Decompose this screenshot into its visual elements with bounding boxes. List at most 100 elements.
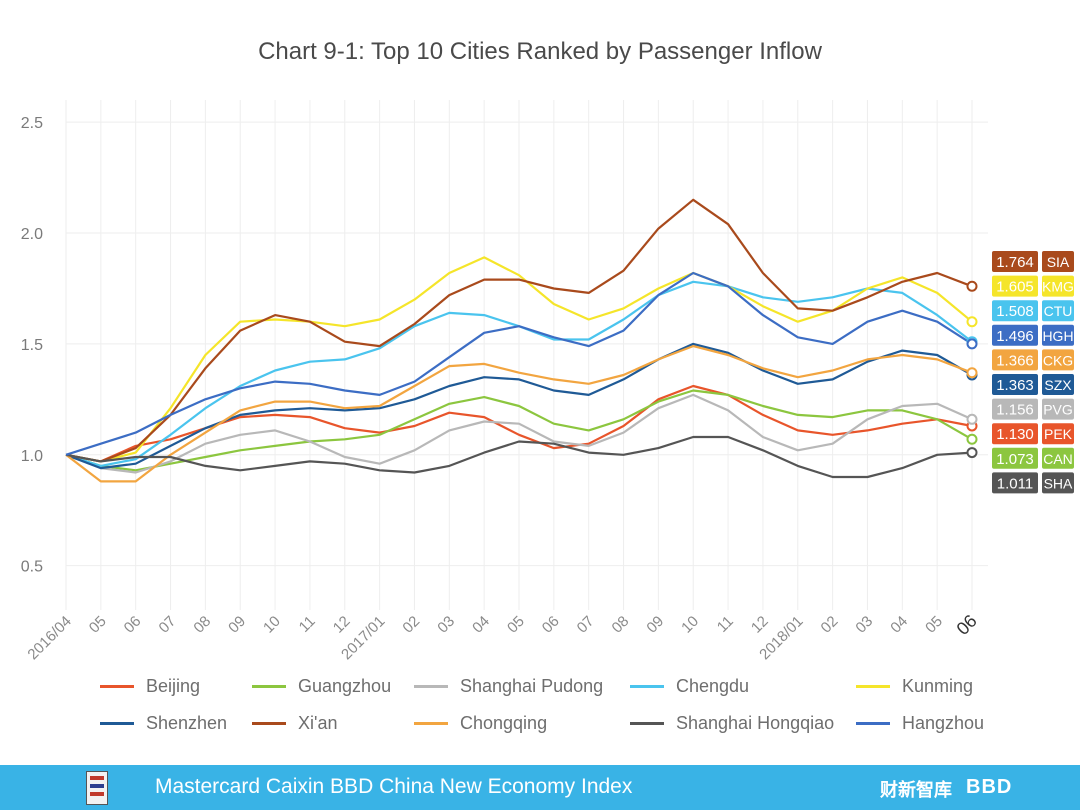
city-code-label: CTU xyxy=(1044,303,1073,319)
series-end-marker xyxy=(966,413,978,425)
legend-swatch xyxy=(414,722,448,725)
legend-label: Guangzhou xyxy=(298,676,392,696)
end-value-label: 1.508 xyxy=(996,303,1034,320)
legend-item: Guangzhou xyxy=(252,676,391,697)
y-tick-label: 2.0 xyxy=(21,226,43,243)
x-tick-label: 05 xyxy=(504,613,528,637)
city-code-badge xyxy=(1042,447,1074,469)
legend-item: Shenzhen xyxy=(100,713,227,734)
bbd-brand-logo: BBD xyxy=(966,776,1013,798)
x-tick-label: 07 xyxy=(156,613,180,637)
series-line xyxy=(65,256,973,463)
city-code-label: PEK xyxy=(1044,426,1073,442)
chart-title: Chart 9-1: Top 10 Cities Ranked by Passe… xyxy=(258,38,822,65)
legend-swatch xyxy=(252,722,286,725)
end-value-badge xyxy=(992,398,1038,420)
city-code-badge xyxy=(1042,300,1074,322)
series-end-marker xyxy=(966,316,978,328)
legend-label: Beijing xyxy=(146,676,201,696)
series-line xyxy=(65,271,973,456)
city-code-label: CKG xyxy=(1043,352,1073,368)
legend-item: Shanghai Hongqiao xyxy=(630,713,834,734)
city-code-label: CAN xyxy=(1043,451,1073,467)
legend-item: Chongqing xyxy=(414,713,547,734)
series-line xyxy=(65,389,973,472)
x-tick-label: 03 xyxy=(434,613,458,637)
legend-swatch xyxy=(856,722,890,725)
city-code-badge xyxy=(1042,472,1074,494)
city-code-badge xyxy=(1042,251,1074,272)
end-value-label: 1.130 xyxy=(996,426,1034,443)
city-code-badge xyxy=(1042,423,1074,445)
footer-bar: Mastercard Caixin BBD China New Economy … xyxy=(0,765,1080,810)
x-tick-label: 06 xyxy=(121,613,145,637)
series-line xyxy=(65,345,973,483)
legend-label: Shenzhen xyxy=(146,713,228,733)
legend-item: Beijing xyxy=(100,676,200,697)
y-tick-label: 1.5 xyxy=(21,337,43,354)
y-tick-label: 1.0 xyxy=(21,448,43,465)
end-value-badge xyxy=(992,423,1038,445)
legend-swatch xyxy=(100,685,134,688)
city-code-label: SHA xyxy=(1044,475,1073,491)
x-tick-label: 11 xyxy=(714,613,737,636)
y-tick-label: 2.5 xyxy=(21,115,43,132)
x-tick-label: 12 xyxy=(330,613,354,637)
x-tick-label: 02 xyxy=(818,613,842,637)
legend-item: Kunming xyxy=(856,676,973,697)
legend-swatch xyxy=(100,722,134,725)
x-tick-label: 12 xyxy=(748,613,772,637)
city-code-label: PVG xyxy=(1043,402,1073,418)
end-value-label: 1.366 xyxy=(996,352,1034,369)
legend-item: Xi'an xyxy=(252,713,337,734)
x-tick-label: 2016/04 xyxy=(24,613,74,663)
x-tick-label: 08 xyxy=(609,613,633,637)
end-value-label: 1.363 xyxy=(996,377,1034,394)
end-value-label: 1.496 xyxy=(996,328,1034,345)
city-code-badge xyxy=(1042,374,1074,395)
legend-swatch xyxy=(630,722,664,725)
city-code-label: SIA xyxy=(1047,254,1070,270)
city-code-badge xyxy=(1042,398,1074,420)
city-code-label: KMG xyxy=(1042,279,1074,295)
city-code-label: SZX xyxy=(1044,377,1072,393)
legend-label: Chengdu xyxy=(676,676,750,696)
legend-swatch xyxy=(856,685,890,688)
end-value-badge xyxy=(992,349,1038,371)
legend-label: Hangzhou xyxy=(902,713,985,733)
series-line xyxy=(65,393,973,474)
series-end-marker xyxy=(966,447,978,459)
legend-label: Shanghai Pudong xyxy=(460,676,604,696)
legend-item: Chengdu xyxy=(630,676,749,697)
end-value-badge xyxy=(992,275,1038,297)
city-code-badge xyxy=(1042,324,1074,346)
end-value-label: 1.605 xyxy=(996,279,1034,296)
y-tick-label: 0.5 xyxy=(21,559,43,576)
x-tick-label: 05 xyxy=(86,613,110,637)
end-value-label: 1.011 xyxy=(997,475,1033,492)
series-end-marker xyxy=(966,338,978,350)
series-line xyxy=(65,342,973,470)
end-value-badge xyxy=(992,324,1038,346)
end-value-badge xyxy=(992,251,1038,272)
x-tick-label: 06 xyxy=(539,613,563,637)
legend-label: Chongqing xyxy=(460,713,548,733)
x-tick-label: 07 xyxy=(574,613,598,637)
series-line xyxy=(65,198,973,463)
legend-label: Xi'an xyxy=(298,713,338,733)
x-tick-label: 09 xyxy=(643,613,667,637)
x-tick-label: 03 xyxy=(852,613,876,637)
legend-label: Shanghai Hongqiao xyxy=(676,713,835,733)
series-line xyxy=(65,435,973,479)
end-value-badge xyxy=(992,447,1038,469)
x-tick-label: 10 xyxy=(260,613,284,637)
x-tick-label: 04 xyxy=(887,613,911,637)
series-end-marker xyxy=(966,367,978,379)
x-tick-label: 09 xyxy=(225,613,249,637)
x-tick-label: 06 xyxy=(953,611,981,639)
x-tick-label: 11 xyxy=(296,613,319,636)
series-end-marker xyxy=(966,433,978,445)
legend-item: Hangzhou xyxy=(856,713,984,734)
end-value-label: 1.073 xyxy=(996,451,1034,468)
